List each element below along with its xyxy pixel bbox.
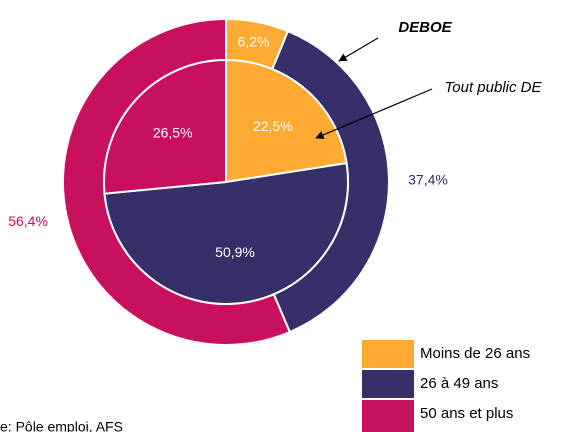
data-label: 37,4% (408, 171, 448, 187)
slice (225, 58, 348, 184)
legend-swatch (362, 400, 414, 432)
data-label: 50,9% (215, 244, 255, 260)
annotation-arrow (315, 88, 433, 139)
slices (62, 17, 390, 346)
legend-label: 26 à 49 ans (420, 375, 498, 392)
legend-label: 50 ans et plus (420, 405, 513, 422)
annotation: Tout public DE (444, 79, 542, 96)
data-label: 6,2% (238, 33, 270, 49)
slice (103, 161, 349, 305)
slice (103, 58, 227, 195)
data-label: 56,4% (8, 213, 48, 229)
legend-swatch (362, 340, 414, 368)
legend-label: Moins de 26 ans (420, 345, 530, 362)
data-label: 22,5% (253, 118, 293, 134)
annotation-arrow (338, 37, 379, 62)
legend-swatch (362, 370, 414, 398)
data-label: 26,5% (153, 124, 193, 140)
source: e: Pôle emploi, AFS (0, 419, 123, 432)
annotation: DEBOE (398, 19, 452, 36)
